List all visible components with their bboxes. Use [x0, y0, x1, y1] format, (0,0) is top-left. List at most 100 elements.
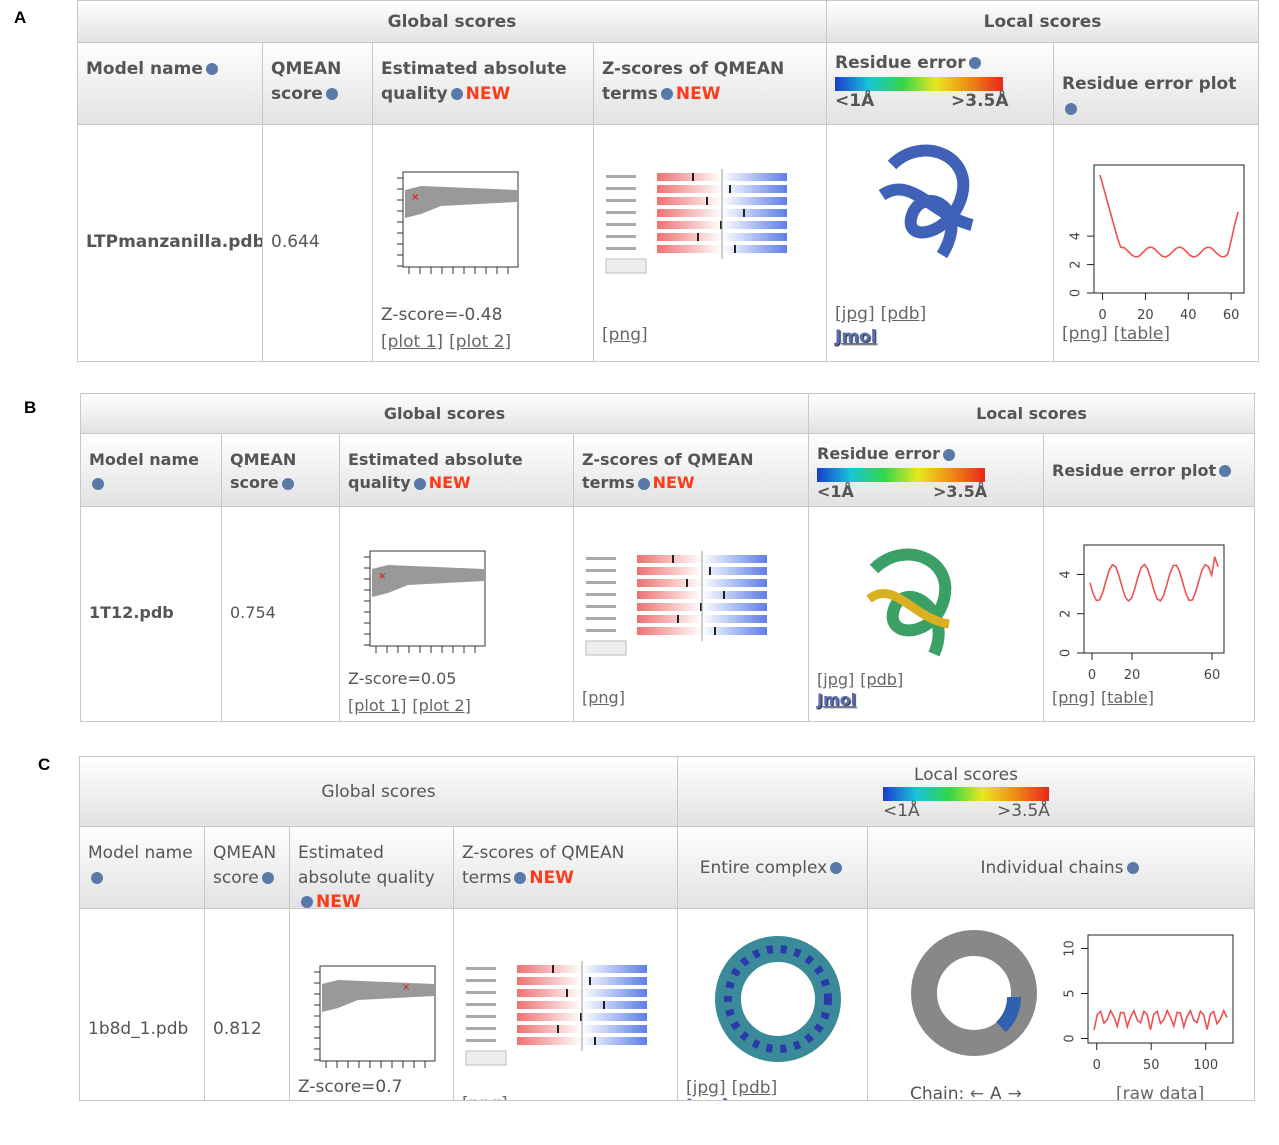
plot-link[interactable]: [plot 2]	[412, 696, 471, 715]
plot-links: [png] [table]	[1062, 324, 1176, 344]
error-curve	[1093, 1008, 1228, 1031]
plot-file-link[interactable]: [raw data]	[1116, 1084, 1205, 1101]
term-tick	[677, 615, 679, 623]
term-label	[586, 557, 616, 560]
z-links: [png]	[462, 1094, 514, 1100]
body-cell: [png]	[573, 506, 809, 722]
column-header: Estimated absolute qualityNEW	[289, 826, 454, 909]
term-tick	[743, 209, 745, 217]
legend-box	[465, 1050, 507, 1066]
file-link[interactable]: [jpg]	[686, 1078, 726, 1098]
jmol-link[interactable]: Jmol	[817, 690, 857, 709]
png-link[interactable]: [png]	[602, 325, 648, 345]
structure-image	[866, 548, 952, 657]
plot-file-link[interactable]: [png]	[1052, 688, 1095, 707]
new-badge: NEW	[428, 473, 471, 493]
global-header: Global scores	[79, 756, 678, 827]
term-label	[606, 199, 636, 202]
chain-next[interactable]: →	[1007, 1084, 1022, 1101]
x-tick-label: 60	[1204, 668, 1221, 683]
jmol-link[interactable]: Jmol	[835, 327, 877, 347]
column-name: Estimated absolute quality	[348, 450, 523, 493]
plot-frame	[1093, 164, 1245, 294]
term-label	[466, 979, 496, 982]
chain-prev[interactable]: ←	[969, 1084, 984, 1101]
structure-links: [jpg] [pdb]	[686, 1078, 783, 1098]
term-label	[586, 605, 616, 608]
structure-image	[715, 936, 841, 1062]
z-score-image	[585, 551, 767, 656]
score-cloud	[405, 186, 517, 218]
term-tick	[706, 197, 708, 205]
body-cell: 0 20 40 60 0 2 4 [png] [table]	[1053, 124, 1259, 362]
residue-plot: 0 20 40 60 0 2 4	[1069, 164, 1245, 323]
file-link[interactable]: [pdb]	[860, 670, 904, 689]
png-link[interactable]: [png]	[462, 1094, 508, 1100]
scale-low: <1Å	[883, 801, 920, 821]
scale-high: >3.5Å	[997, 801, 1050, 821]
jmol-link[interactable]: Jmol	[686, 1096, 728, 1100]
body-cell: 0.812	[204, 908, 290, 1101]
column-header-text: Model name	[81, 434, 221, 506]
term-tick	[552, 965, 554, 973]
file-link[interactable]: [pdb]	[731, 1078, 778, 1098]
plot-file-link[interactable]: [table]	[1100, 688, 1154, 707]
term-tick	[686, 579, 688, 587]
term-tick	[714, 627, 716, 635]
file-link[interactable]: [jpg]	[835, 304, 875, 324]
body-cell: × Z-score=0.7	[289, 908, 454, 1101]
error-curve	[1099, 174, 1239, 258]
local-header: Local scores	[826, 0, 1259, 43]
column-name: Residue error	[817, 444, 940, 463]
body-cell: 0.754	[221, 506, 340, 722]
global-header: Global scores	[77, 0, 827, 43]
local-header: Local scores <1Å >3.5Å	[677, 756, 1255, 827]
png-link[interactable]: [png]	[582, 688, 625, 707]
file-link[interactable]: [pdb]	[880, 304, 927, 324]
help-icon	[1065, 102, 1077, 115]
y-tick-label: 4	[1059, 570, 1074, 578]
column-header: Z-scores of QMEAN terms NEW	[453, 826, 678, 909]
x-tick-label: 20	[1124, 668, 1141, 683]
term-tick	[580, 1013, 582, 1021]
column-header-text: Estimated absolute quality NEW	[290, 827, 453, 908]
plot-link[interactable]: [plot 1]	[381, 332, 444, 352]
ring	[911, 930, 1037, 1056]
residue-plot: 0 50 100 0 5 10	[1063, 934, 1234, 1073]
column-header-text: QMEAN score	[263, 43, 372, 120]
column-header-text: QMEAN score	[222, 434, 339, 506]
qmean-score: 0.644	[271, 231, 320, 252]
quality-links: [plot 1] [plot 2]	[381, 332, 517, 352]
column-name: Entire complex	[699, 858, 828, 878]
color-scale	[817, 468, 985, 482]
marker: ×	[411, 192, 419, 203]
body-cell: 1T12.pdb	[80, 506, 222, 722]
scale-low: <1Å	[835, 91, 875, 111]
column-header-text: Individual chains	[868, 827, 1254, 895]
column-header: Z-scores of QMEAN terms NEW	[593, 42, 827, 125]
plot-link[interactable]: [plot 2]	[449, 332, 512, 352]
term-label	[586, 629, 616, 632]
term-label	[466, 967, 496, 970]
column-name: Model name	[86, 59, 203, 79]
term-label	[606, 211, 636, 214]
global-header: Global scores	[80, 393, 809, 434]
body-cell: × Z-score=0.05 [plot 1] [plot 2]	[339, 506, 574, 722]
term-tick	[589, 977, 591, 985]
new-badge: NEW	[652, 473, 695, 493]
color-scale	[835, 77, 1003, 91]
term-label	[466, 1015, 496, 1018]
x-tick-label: 0	[1088, 668, 1096, 683]
file-link[interactable]: [jpg]	[817, 670, 855, 689]
body-cell: [jpg] [pdb]Jmol	[808, 506, 1044, 722]
term-tick	[557, 1025, 559, 1033]
local-title: Local scores	[983, 12, 1102, 32]
x-tick-label: 40	[1180, 308, 1197, 323]
plot-file-link[interactable]: [table]	[1113, 324, 1170, 344]
column-header: Model name	[77, 42, 263, 125]
plot-file-link[interactable]: [png]	[1062, 324, 1108, 344]
plot-link[interactable]: [plot 1]	[348, 696, 407, 715]
help-icon	[660, 87, 673, 100]
panel-label: A	[14, 8, 27, 27]
